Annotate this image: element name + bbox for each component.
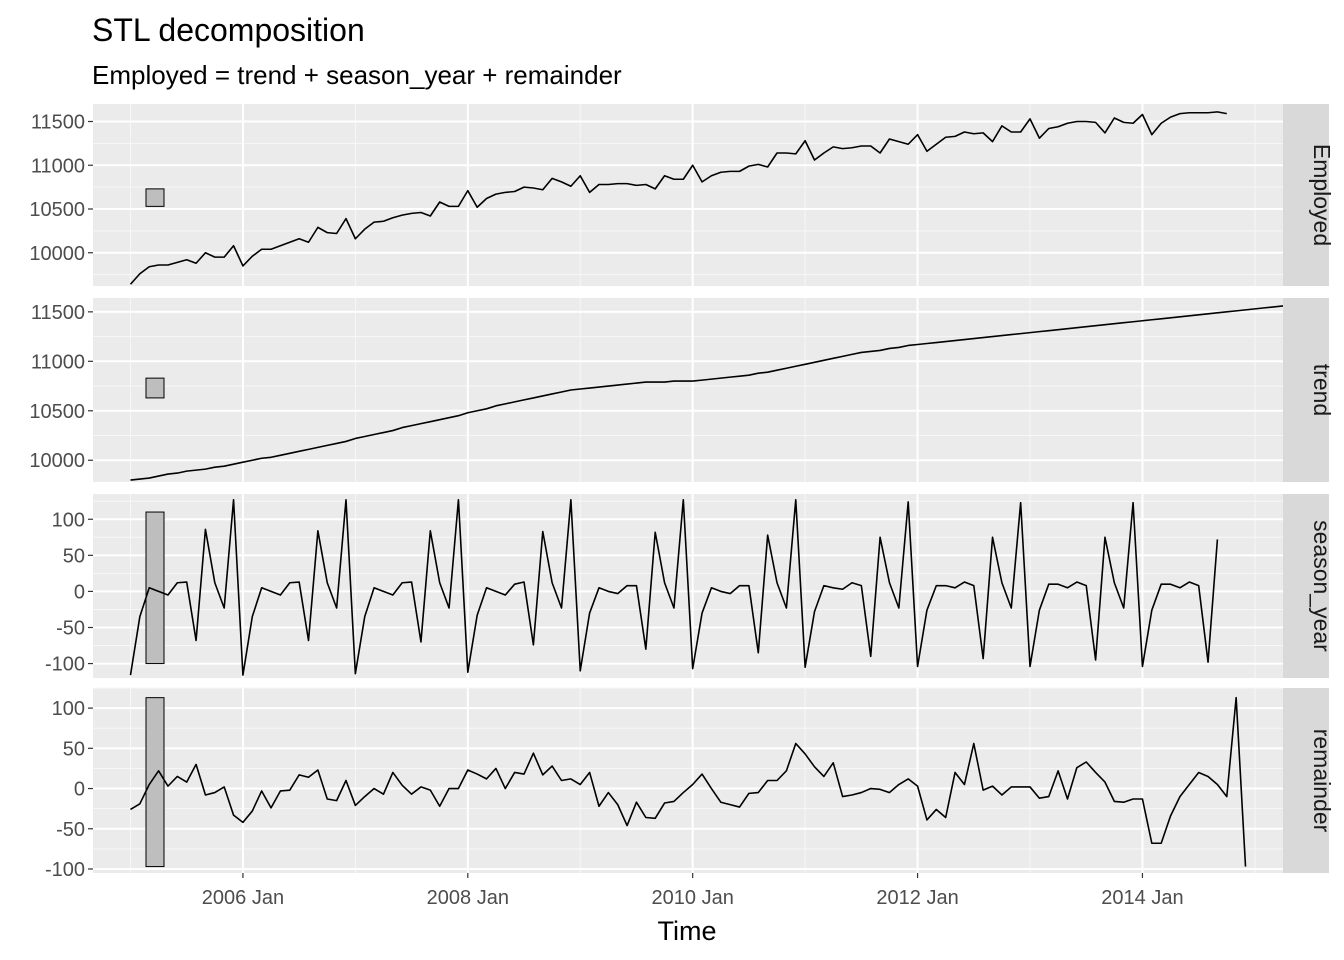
x-axis: 2006 Jan 2008 Jan 2010 Jan 2012 Jan 2014 Jan (202, 873, 1184, 909)
y-tick-label: -100 (45, 859, 85, 881)
facet-strip (1283, 688, 1329, 873)
facet-strip (1283, 494, 1329, 678)
facet-strip-label: season_year (1309, 520, 1335, 652)
x-tick-label: 2010 Jan (652, 887, 734, 909)
facet-strip-label: trend (1309, 364, 1335, 416)
x-axis-title: Time (658, 916, 717, 946)
series-line (130, 301, 1321, 481)
y-tick-label: 50 (63, 738, 85, 760)
series-line (129, 498, 1219, 676)
chart-title: STL decomposition (92, 12, 365, 48)
facet-trend: 10000 10500 11000 11500 trend (29, 298, 1335, 482)
y-tick-label: -100 (45, 654, 85, 676)
facet-panels: 10000105001100011500Employed100001050011… (29, 104, 1335, 881)
y-tick-label: 100 (52, 698, 85, 720)
facet-strip (1283, 104, 1329, 286)
y-tick-label: 10000 (29, 450, 85, 472)
y-tick-label: 11000 (31, 351, 85, 373)
facet-season-year: -100 -50 0 50 100 season_year (45, 494, 1335, 678)
y-tick-label: 10500 (29, 401, 85, 423)
facet-Employed: 10000 10500 11000 11500 Employed (29, 104, 1335, 286)
scale-bar (145, 188, 165, 207)
y-tick-label: 10500 (29, 199, 85, 221)
x-tick-label: 2014 Jan (1101, 887, 1183, 909)
facet-strip-label: Employed (1309, 144, 1335, 246)
y-tick-label: 11500 (31, 302, 85, 324)
y-tick-label: 100 (52, 509, 85, 531)
y-tick-label: 10000 (29, 243, 85, 265)
scale-bar (145, 377, 165, 399)
panel-background (93, 298, 1283, 482)
y-tick-label: 50 (63, 545, 85, 567)
panel-background (93, 104, 1283, 286)
panel-background (93, 688, 1283, 873)
x-tick-label: 2008 Jan (427, 887, 509, 909)
chart-subtitle: Employed = trend + season_year + remaind… (92, 60, 622, 90)
series-line (130, 696, 1247, 867)
x-tick-label: 2012 Jan (876, 887, 958, 909)
y-tick-label: -50 (56, 617, 85, 639)
facet-remainder: -100 -50 0 50 100 remainder (45, 687, 1335, 881)
y-tick-label: 11500 (31, 112, 85, 134)
facet-strip (1283, 298, 1329, 482)
x-tick-label: 2006 Jan (202, 887, 284, 909)
y-tick-label: -50 (56, 819, 85, 841)
y-tick-label: 0 (74, 779, 85, 801)
series-line (129, 111, 1227, 285)
y-tick-label: 11000 (31, 155, 85, 177)
y-tick-label: 0 (74, 581, 85, 603)
scale-bar (145, 511, 165, 665)
scale-bar (145, 697, 165, 868)
facet-strip-label: remainder (1309, 729, 1335, 833)
